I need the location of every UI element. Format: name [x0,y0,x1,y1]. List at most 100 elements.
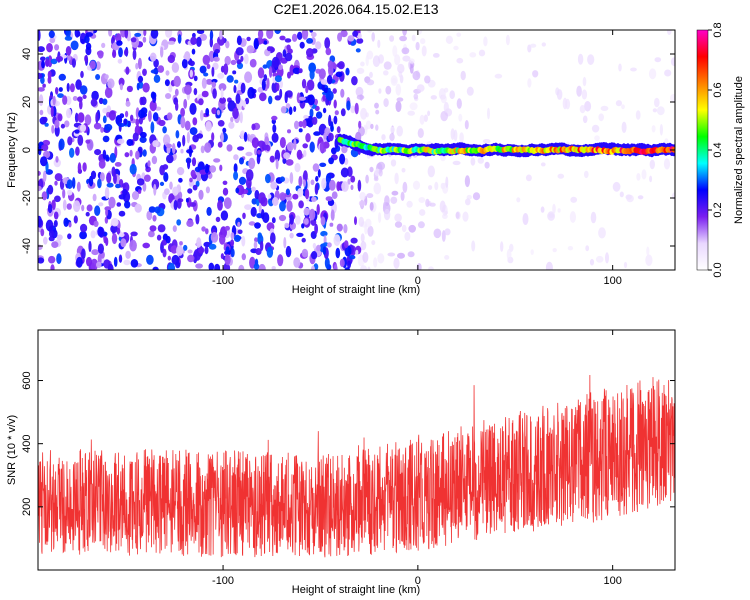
spectrogram-cell [274,30,281,35]
spectrogram-cell [443,87,449,93]
spectrogram-cell [176,219,182,226]
spectrogram-cell [333,99,337,109]
spectrogram-cell [432,53,440,58]
spectrogram-cell [149,100,157,112]
spectrogram-cell [150,69,159,74]
y-tick-label: -40 [21,238,33,254]
spectrogram-cell [191,48,196,55]
spectrogram-cell [142,242,150,249]
spectrogram-cell [465,198,471,206]
spectrogram-cell [257,232,262,239]
spectrogram-cell [149,225,157,232]
spectrogram-cell [172,186,179,196]
spectrogram-cell [85,211,90,217]
spectrogram-cell [230,248,235,258]
spectrogram-cell [263,40,268,45]
spectrogram-cell [97,243,104,254]
spectrogram-cell [159,181,165,186]
spectrogram-cell [193,75,198,82]
spectrogram-cell [268,95,273,105]
spectrogram-cell [142,182,147,192]
spectrogram-cell [309,30,313,33]
spectrogram-cell [56,234,63,241]
spectrogram-cell [298,175,303,187]
spectrogram-cell [153,74,161,84]
spectrogram-cell [365,174,369,184]
spectrogram-cell [648,68,657,80]
spectrogram-cell [302,119,307,129]
spectrogram-cell [126,85,133,93]
spectrogram-cell [134,203,142,213]
spectrogram-cell [167,262,175,270]
spectrogram-cell [319,162,327,167]
spectrogram-cell [134,32,142,37]
spectrogram-cell [277,254,284,267]
spectrogram-cell [310,31,317,38]
spectrogram-cell [118,194,126,200]
spectrogram-cell [237,221,241,228]
spectrogram-cell [585,245,590,252]
spectrogram-cell [79,99,83,110]
spectrogram-cell [67,233,72,240]
spectrogram-cell [213,56,220,62]
spectrogram-cell [423,114,428,122]
spectrogram-cell [224,254,231,266]
spectrogram-cell [96,261,102,268]
spectrogram-cell [377,253,385,264]
spectrogram-cell [51,241,59,249]
spectrogram-cell [235,187,240,194]
spectrogram-cell [664,69,672,77]
spectrogram-cell [455,211,461,220]
spectrogram-cell [193,88,198,96]
spectrogram-cell [136,82,140,91]
spectrogram-cell [303,179,306,188]
spectrogram-cell [253,241,258,249]
spectrogram-cell [325,196,333,202]
spectrogram-cell [612,181,621,192]
spectrogram-cell [321,177,327,190]
spectrogram-cell [269,155,275,163]
spectrogram-cell [458,113,463,122]
spectrogram-cell [260,240,264,251]
spectrogram-cell [259,92,267,102]
spectrogram-cell [257,150,261,155]
spectrogram-cell [72,96,78,101]
spectrogram-cell [283,237,287,249]
spectrogram-cell [344,245,352,257]
spectrogram-cell [443,101,449,113]
spectrogram-cell [162,134,171,146]
spectrogram-cell [192,117,198,126]
spectrogram-cell [189,181,195,187]
spectrogram-cell [117,58,123,64]
spectrogram-cell [248,157,256,170]
spectrogram-cell [200,145,205,154]
spectrogram-cell [119,83,123,91]
spectrogram-cell [108,30,113,37]
spectrogram-cell [570,196,578,203]
spectrogram-cell [326,90,334,102]
spectrogram-panel: -100 0 100 -40 -20 0 20 40 Height of straight l… [6,29,676,296]
spectrogram-cell [527,78,532,88]
spectrogram-cell [284,38,292,43]
spectrogram-cell [321,83,325,91]
spectrogram-cell [67,136,73,146]
spectrogram-cell [337,32,343,42]
spectrogram-cell [324,37,331,49]
spectrogram-cell [333,234,341,246]
spectrogram-cell [598,113,604,122]
spectrogram-cell [123,259,131,266]
colorbar-tick-label: 0.2 [712,202,724,217]
spectrogram-cell [107,78,115,89]
snr-panel: -100 0 100 200 400 600 Height of straight lin… [6,329,676,596]
spectrogram-cell [97,178,102,189]
spectrogram-cell [124,200,131,209]
spectrogram-cell [105,208,109,217]
spectrogram-cell [44,122,49,127]
spectrogram-cell [102,149,107,160]
spectrogram-cell [191,157,197,167]
spectrogram-cell [233,234,241,242]
spectrogram-cell [85,42,92,51]
spectrogram-cell [590,211,597,224]
spectrogram-cell [84,35,90,44]
spectrogram-cell [46,43,53,53]
